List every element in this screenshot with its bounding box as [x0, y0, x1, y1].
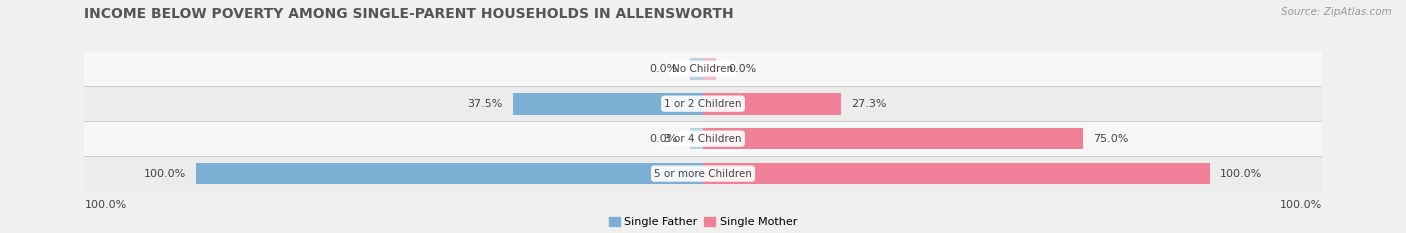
- Bar: [703, 128, 1083, 150]
- Bar: [84, 86, 1322, 121]
- Bar: [195, 163, 703, 185]
- Bar: [703, 163, 1211, 185]
- Bar: [513, 93, 703, 114]
- Bar: [84, 121, 1322, 156]
- Bar: [703, 93, 841, 114]
- Bar: [703, 58, 716, 80]
- Text: 0.0%: 0.0%: [650, 64, 678, 74]
- Text: 1 or 2 Children: 1 or 2 Children: [664, 99, 742, 109]
- Legend: Single Father, Single Mother: Single Father, Single Mother: [609, 217, 797, 227]
- Text: 100.0%: 100.0%: [84, 200, 127, 210]
- Text: 75.0%: 75.0%: [1094, 134, 1129, 144]
- Text: 3 or 4 Children: 3 or 4 Children: [664, 134, 742, 144]
- Text: 100.0%: 100.0%: [143, 169, 186, 178]
- Text: No Children: No Children: [672, 64, 734, 74]
- Text: 27.3%: 27.3%: [852, 99, 887, 109]
- Text: 0.0%: 0.0%: [650, 134, 678, 144]
- Text: 100.0%: 100.0%: [1220, 169, 1263, 178]
- Text: 37.5%: 37.5%: [467, 99, 503, 109]
- Bar: [84, 156, 1322, 191]
- Text: 0.0%: 0.0%: [728, 64, 756, 74]
- Bar: [690, 58, 703, 80]
- Text: 100.0%: 100.0%: [1279, 200, 1322, 210]
- Bar: [690, 128, 703, 150]
- Text: 5 or more Children: 5 or more Children: [654, 169, 752, 178]
- Text: INCOME BELOW POVERTY AMONG SINGLE-PARENT HOUSEHOLDS IN ALLENSWORTH: INCOME BELOW POVERTY AMONG SINGLE-PARENT…: [84, 7, 734, 21]
- Text: Source: ZipAtlas.com: Source: ZipAtlas.com: [1281, 7, 1392, 17]
- Bar: [84, 51, 1322, 86]
